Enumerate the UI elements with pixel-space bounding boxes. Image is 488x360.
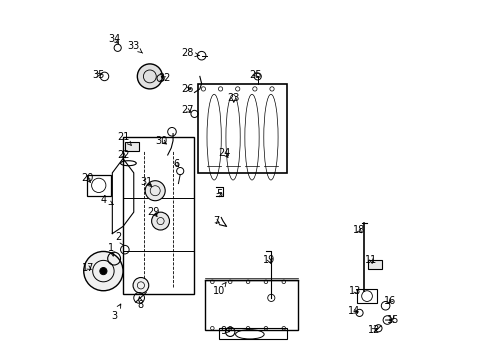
Text: 28: 28 <box>181 48 199 58</box>
Text: 12: 12 <box>367 325 379 335</box>
Text: 35: 35 <box>92 69 104 80</box>
Text: 24: 24 <box>218 148 230 158</box>
Text: 27: 27 <box>181 105 193 115</box>
Circle shape <box>133 278 148 293</box>
Circle shape <box>145 181 165 201</box>
Text: 23: 23 <box>227 93 240 103</box>
Circle shape <box>83 251 123 291</box>
Text: 30: 30 <box>155 136 167 146</box>
Bar <box>367 260 381 269</box>
Text: 31: 31 <box>140 177 152 187</box>
Text: 9: 9 <box>220 326 229 336</box>
Text: 4: 4 <box>100 195 113 204</box>
Text: 33: 33 <box>127 41 142 53</box>
Text: 15: 15 <box>386 315 398 325</box>
Text: 10: 10 <box>213 283 225 296</box>
Text: 26: 26 <box>181 84 193 94</box>
Text: 17: 17 <box>81 262 94 273</box>
Text: 22: 22 <box>117 150 129 160</box>
Bar <box>124 143 139 152</box>
Text: 25: 25 <box>248 69 261 80</box>
Circle shape <box>100 267 107 275</box>
Bar <box>87 175 110 196</box>
Text: 16: 16 <box>384 296 396 306</box>
Text: 11: 11 <box>365 255 377 265</box>
Text: 34: 34 <box>108 34 120 44</box>
Bar <box>356 289 376 303</box>
Circle shape <box>151 212 169 230</box>
Text: 1: 1 <box>108 243 114 256</box>
Text: 29: 29 <box>147 207 159 217</box>
Text: 32: 32 <box>158 73 170 83</box>
Circle shape <box>137 64 162 89</box>
Text: 8: 8 <box>138 297 143 310</box>
Text: 3: 3 <box>111 304 121 321</box>
Text: 6: 6 <box>173 159 179 169</box>
Text: 14: 14 <box>347 306 360 316</box>
Text: 21: 21 <box>117 132 131 145</box>
Text: 7: 7 <box>212 216 219 226</box>
Text: 2: 2 <box>115 232 123 246</box>
Text: 20: 20 <box>81 173 93 183</box>
Text: 13: 13 <box>348 286 361 296</box>
Text: 19: 19 <box>263 255 275 265</box>
Text: 18: 18 <box>352 225 364 235</box>
Text: 5: 5 <box>216 189 222 199</box>
